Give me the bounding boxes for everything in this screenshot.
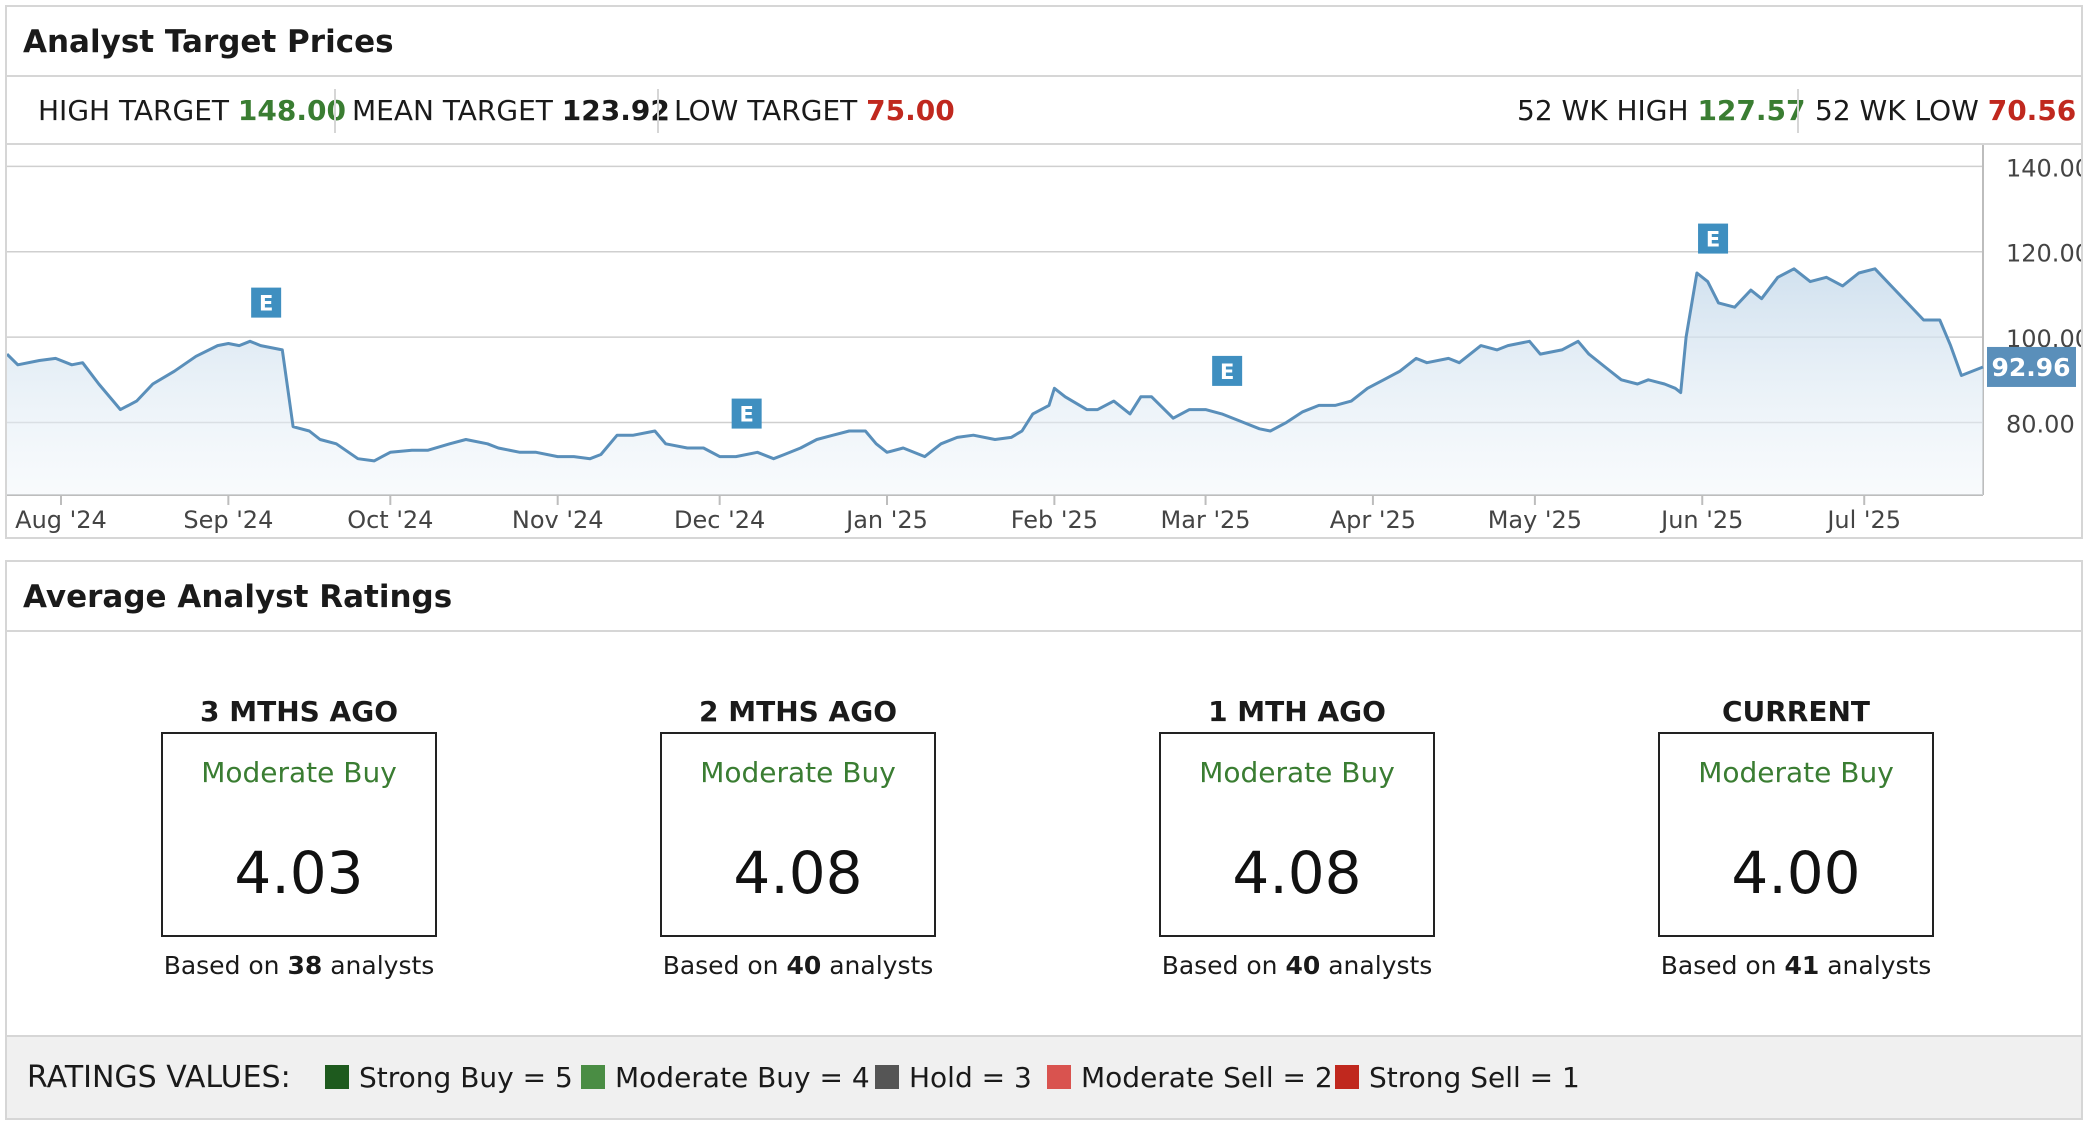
rating-label: Moderate Buy — [1698, 756, 1894, 789]
earnings-marker-label: E — [1220, 360, 1234, 384]
x-tick-label: Oct '24 — [347, 506, 433, 534]
low-target-label: LOW TARGET — [674, 94, 858, 127]
wk52-high-value: 127.57 — [1697, 94, 1806, 127]
earnings-marker — [731, 398, 762, 429]
x-tick-label: May '25 — [1488, 506, 1582, 534]
legend-swatch — [1335, 1065, 1359, 1089]
legend-moderate-sell: Moderate Sell = 2 — [1047, 1037, 1333, 1118]
legend-strong-sell: Strong Sell = 1 — [1335, 1037, 1580, 1118]
x-tick-label: Aug '24 — [15, 506, 107, 534]
rating-value: 4.03 — [234, 839, 364, 907]
legend-swatch — [325, 1065, 349, 1089]
current-value-label: 92.96 — [1991, 353, 2070, 382]
earnings-marker — [251, 287, 282, 318]
rating-period: CURRENT — [1721, 695, 1871, 728]
stat-divider — [1797, 89, 1799, 133]
rating-value: 4.00 — [1731, 839, 1861, 907]
high-target-label: HIGH TARGET — [38, 94, 229, 127]
wk52-low-stat: 52 WK LOW 70.56 — [1815, 77, 2076, 145]
rating-analyst-count: Based on 38 analysts — [163, 951, 435, 980]
rating-box: Moderate Buy 4.08 — [660, 732, 936, 937]
high-target-value: 148.00 — [237, 94, 346, 127]
low-target-value: 75.00 — [866, 94, 955, 127]
wk52-high-stat: 52 WK HIGH 127.57 — [1517, 77, 1806, 145]
rating-label: Moderate Buy — [1199, 756, 1395, 789]
wk52-low-label: 52 WK LOW — [1815, 94, 1979, 127]
rating-value: 4.08 — [1232, 839, 1362, 907]
y-tick-label: 80.00 — [2006, 410, 2075, 438]
x-tick-label: Sep '24 — [183, 506, 273, 534]
rating-box: Moderate Buy 4.08 — [1159, 732, 1435, 937]
ratings-legend: RATINGS VALUES: Strong Buy = 5 Moderate … — [7, 1035, 2081, 1118]
x-tick-label: Mar '25 — [1161, 506, 1251, 534]
target-prices-title: Analyst Target Prices — [7, 7, 2081, 77]
x-tick-label: Nov '24 — [512, 506, 604, 534]
rating-value: 4.08 — [733, 839, 863, 907]
x-tick-label: Apr '25 — [1330, 506, 1416, 534]
rating-box: Moderate Buy 4.03 — [161, 732, 437, 937]
stat-divider — [334, 89, 336, 133]
rating-label: Moderate Buy — [700, 756, 896, 789]
rating-card-2-months-ago: 2 MTHS AGO Moderate Buy 4.08 Based on 40… — [658, 692, 938, 980]
rating-analyst-count: Based on 40 analysts — [1161, 951, 1433, 980]
average-analyst-ratings-panel: Average Analyst Ratings 3 MTHS AGO Moder… — [5, 560, 2083, 1120]
legend-swatch — [1047, 1065, 1071, 1089]
rating-period: 2 MTHS AGO — [699, 695, 897, 728]
legend-moderate-buy: Moderate Buy = 4 — [581, 1037, 870, 1118]
x-tick-label: Jan '25 — [844, 506, 928, 534]
legend-title: RATINGS VALUES: — [27, 1060, 291, 1095]
earnings-marker-label: E — [1706, 228, 1720, 252]
mean-target-value: 123.92 — [561, 94, 670, 127]
earnings-marker — [1212, 355, 1243, 386]
series-line — [7, 267, 1984, 463]
ratings-title: Average Analyst Ratings — [7, 562, 2081, 632]
legend-swatch — [875, 1065, 899, 1089]
rating-analyst-count: Based on 40 analysts — [662, 951, 934, 980]
wk52-high-label: 52 WK HIGH — [1517, 94, 1689, 127]
legend-swatch — [581, 1065, 605, 1089]
stat-divider — [657, 89, 659, 133]
earnings-marker-label: E — [739, 403, 753, 427]
legend-strong-buy: Strong Buy = 5 — [325, 1037, 573, 1118]
legend-hold: Hold = 3 — [875, 1037, 1032, 1118]
rating-period: 1 MTH AGO — [1208, 695, 1386, 728]
target-stats-row: HIGH TARGET 148.00 MEAN TARGET 123.92 LO… — [7, 77, 2081, 145]
rating-box: Moderate Buy 4.00 — [1658, 732, 1934, 937]
series-area — [7, 268, 1983, 495]
y-tick-label: 120.00 — [2006, 240, 2081, 268]
earnings-marker — [1698, 223, 1729, 254]
rating-card-3-months-ago: 3 MTHS AGO Moderate Buy 4.03 Based on 38… — [159, 692, 439, 980]
rating-card-current: CURRENT Moderate Buy 4.00 Based on 41 an… — [1656, 692, 1936, 980]
x-tick-label: Jul '25 — [1825, 506, 1901, 534]
x-tick-label: Dec '24 — [674, 506, 765, 534]
rating-analyst-count: Based on 41 analysts — [1660, 951, 1932, 980]
current-value-tag — [1987, 346, 2076, 387]
mean-target-label: MEAN TARGET — [352, 94, 553, 127]
rating-period: 3 MTHS AGO — [200, 695, 398, 728]
analyst-target-prices-panel: Analyst Target Prices HIGH TARGET 148.00… — [5, 5, 2083, 539]
mean-target-stat: MEAN TARGET 123.92 — [352, 77, 670, 145]
rating-card-1-month-ago: 1 MTH AGO Moderate Buy 4.08 Based on 40 … — [1157, 692, 1437, 980]
rating-label: Moderate Buy — [201, 756, 397, 789]
low-target-stat: LOW TARGET 75.00 — [674, 77, 955, 145]
high-target-stat: HIGH TARGET 148.00 — [38, 77, 346, 145]
earnings-marker-label: E — [259, 292, 273, 316]
x-tick-label: Jun '25 — [1659, 506, 1743, 534]
x-tick-label: Feb '25 — [1011, 506, 1098, 534]
y-tick-label: 140.00 — [2006, 154, 2081, 182]
wk52-low-value: 70.56 — [1987, 94, 2077, 127]
